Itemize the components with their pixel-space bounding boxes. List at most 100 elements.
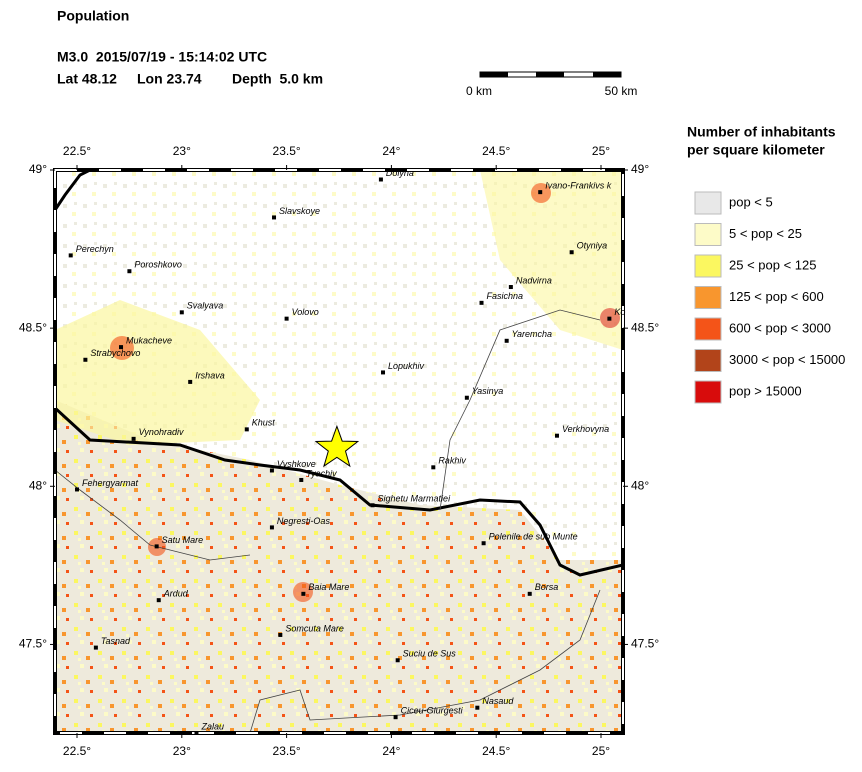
city-marker xyxy=(381,370,386,375)
city-label: Volovo xyxy=(292,307,319,317)
city-marker xyxy=(527,591,532,596)
legend-label: 5 < pop < 25 xyxy=(729,226,802,241)
city-label: Baia Mare xyxy=(308,582,349,592)
city-marker xyxy=(378,177,383,182)
lon-tick-label: 24.5° xyxy=(482,744,510,758)
lon-info: Lon 23.74 xyxy=(137,71,202,87)
city-marker xyxy=(83,357,88,362)
city-label: Fehergyarmat xyxy=(82,478,139,488)
city-label: Slavskoye xyxy=(279,206,320,216)
city-marker xyxy=(554,433,559,438)
lon-tick-label: 23.5° xyxy=(273,744,301,758)
legend-swatch xyxy=(694,286,722,309)
city-marker xyxy=(269,468,274,473)
lon-tick-label: 25° xyxy=(592,744,610,758)
city-label: Tyachiv xyxy=(306,468,337,478)
city-label: Lopukhiv xyxy=(388,361,425,371)
city-label: Vyshkove xyxy=(277,459,316,469)
city-marker xyxy=(508,285,513,290)
scale-label: 0 km xyxy=(466,84,492,98)
city-marker xyxy=(284,316,289,321)
city-marker xyxy=(154,544,159,549)
city-marker xyxy=(272,215,277,220)
legend-swatch xyxy=(694,380,722,404)
city-label: Polenile de sub Munte xyxy=(489,532,578,542)
lon-tick-label: 22.5° xyxy=(63,744,91,758)
legend-title: Number of inhabitants xyxy=(687,124,836,140)
legend-label: pop > 15000 xyxy=(729,383,802,398)
city-marker xyxy=(179,310,184,315)
lon-tick-label: 22.5° xyxy=(63,144,91,158)
city-marker xyxy=(504,338,509,343)
lat-tick-label: 48.5° xyxy=(631,320,659,334)
city-label: Strabychovo xyxy=(90,348,140,358)
legend-label: pop < 5 xyxy=(729,194,773,209)
legend-label: 25 < pop < 125 xyxy=(729,257,816,272)
city-marker xyxy=(475,705,480,710)
legend-title: per square kilometer xyxy=(687,142,825,158)
city-marker xyxy=(188,379,193,384)
lon-tick-label: 24.5° xyxy=(482,144,510,158)
lon-tick-label: 24° xyxy=(382,744,400,758)
lon-tick-label: 23.5° xyxy=(273,144,301,158)
city-label: Fasichna xyxy=(487,291,524,301)
lat-tick-label: 48° xyxy=(631,478,649,492)
lon-tick-label: 24° xyxy=(382,144,400,158)
city-label: Yaremcha xyxy=(512,329,552,339)
city-label: Suciu de Sus xyxy=(403,649,457,659)
city-marker xyxy=(370,503,375,508)
city-marker xyxy=(569,250,574,255)
city-marker xyxy=(607,316,612,321)
city-marker xyxy=(481,541,486,546)
legend-label: 3000 < pop < 15000 xyxy=(729,352,845,367)
city-label: Sighetu Marmatiei xyxy=(378,494,452,504)
legend-swatch xyxy=(694,191,722,215)
scale-label: 50 km xyxy=(605,84,638,98)
city-label: Khust xyxy=(252,418,276,428)
lon-tick-label: 23° xyxy=(173,744,191,758)
city-label: Zalau xyxy=(200,721,224,731)
city-label: Tasnad xyxy=(101,636,131,646)
legend: pop < 5 5 < pop < 25 25 < pop < 125 125 < p… xyxy=(694,191,845,404)
city-label: Yasinya xyxy=(472,386,503,396)
legend-label: 125 < pop < 600 xyxy=(729,289,824,304)
lat-info: Lat 48.12 xyxy=(57,71,117,87)
city-marker xyxy=(464,395,469,400)
city-label: Nasaud xyxy=(482,696,514,706)
city-marker xyxy=(278,632,283,637)
city-marker xyxy=(127,269,132,274)
depth-info: Depth 5.0 km xyxy=(232,71,323,87)
city-marker xyxy=(395,658,400,663)
city-label: Perechyn xyxy=(76,244,114,254)
city-label: Nadvirna xyxy=(516,275,552,285)
city-label: Rakhiv xyxy=(438,456,466,466)
lat-tick-label: 47.5° xyxy=(19,637,47,651)
city-marker xyxy=(479,300,484,305)
city-marker xyxy=(299,477,304,482)
city-label: Ardud xyxy=(163,589,189,599)
legend-swatch xyxy=(694,223,722,246)
city-marker xyxy=(156,598,161,603)
legend-swatch xyxy=(694,317,722,341)
lat-tick-label: 47.5° xyxy=(631,637,659,651)
city-label: Irshava xyxy=(195,370,225,380)
city-marker xyxy=(431,465,436,470)
scale-bar xyxy=(479,71,622,78)
lon-tick-label: 25° xyxy=(592,144,610,158)
city-label: Svalyava xyxy=(187,301,224,311)
lat-tick-label: 49° xyxy=(29,162,47,176)
event-info: M3.0 2015/07/19 - 15:14:02 UTC xyxy=(57,49,267,65)
city-marker xyxy=(538,190,543,195)
city-marker xyxy=(269,525,274,530)
lat-tick-label: 48° xyxy=(29,478,47,492)
city-label: Negresti-Oas xyxy=(277,516,331,526)
city-label: Mukacheve xyxy=(126,335,172,345)
city-label: Dolyna xyxy=(386,168,414,178)
city-label: Otyniya xyxy=(577,241,608,251)
lat-tick-label: 49° xyxy=(631,162,649,176)
lat-tick-label: 48.5° xyxy=(19,320,47,334)
city-label: Satu Mare xyxy=(162,535,204,545)
map-frame-dash xyxy=(54,169,624,734)
